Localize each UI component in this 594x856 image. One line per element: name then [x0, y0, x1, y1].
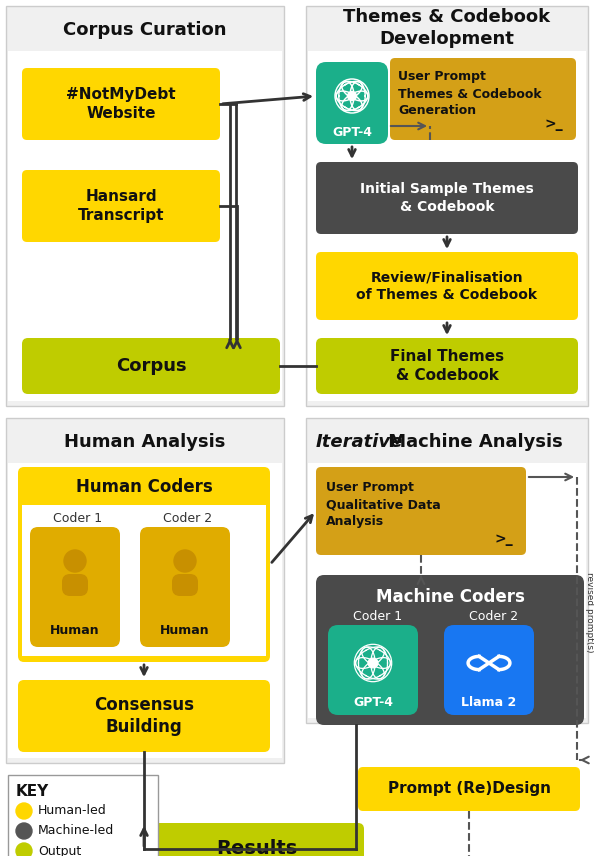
Circle shape — [347, 92, 356, 100]
Text: GPT-4: GPT-4 — [353, 697, 393, 710]
FancyBboxPatch shape — [22, 170, 220, 242]
Text: Coder 2: Coder 2 — [469, 610, 519, 623]
Bar — [6, 6, 284, 406]
Circle shape — [16, 843, 32, 856]
FancyBboxPatch shape — [316, 252, 578, 320]
Text: Human-led: Human-led — [38, 805, 107, 817]
Text: Review/Finalisation
of Themes & Codebook: Review/Finalisation of Themes & Codebook — [356, 270, 538, 301]
Text: Machine-led: Machine-led — [38, 824, 114, 837]
FancyBboxPatch shape — [316, 338, 578, 394]
FancyBboxPatch shape — [328, 625, 418, 715]
Text: Coder 1: Coder 1 — [53, 513, 103, 526]
Text: User Prompt: User Prompt — [398, 69, 486, 82]
Text: KEY: KEY — [16, 783, 49, 799]
Bar — [306, 418, 588, 723]
Text: GPT-4: GPT-4 — [332, 126, 372, 139]
Text: Human: Human — [160, 623, 210, 637]
Text: Themes & Codebook
Development: Themes & Codebook Development — [343, 8, 551, 48]
FancyBboxPatch shape — [140, 527, 230, 647]
FancyBboxPatch shape — [22, 338, 280, 394]
Text: User Prompt: User Prompt — [326, 480, 414, 494]
Text: Human: Human — [50, 623, 100, 637]
FancyBboxPatch shape — [390, 58, 576, 140]
FancyBboxPatch shape — [444, 625, 534, 715]
Text: Machine Analysis: Machine Analysis — [382, 433, 563, 451]
Bar — [308, 463, 586, 718]
Text: Iterative: Iterative — [316, 433, 403, 451]
Text: #NotMyDebt
Website: #NotMyDebt Website — [66, 87, 176, 121]
Text: Machine Coders: Machine Coders — [375, 588, 525, 606]
Text: Hansard
Transcript: Hansard Transcript — [78, 189, 165, 223]
Text: >_: >_ — [495, 532, 513, 546]
FancyBboxPatch shape — [22, 68, 220, 140]
Bar — [8, 463, 282, 758]
Bar — [308, 51, 586, 401]
FancyBboxPatch shape — [18, 467, 270, 662]
Text: Llama 2: Llama 2 — [462, 697, 517, 710]
Circle shape — [16, 803, 32, 819]
Text: Consensus
Building: Consensus Building — [94, 696, 194, 736]
Text: Corpus Curation: Corpus Curation — [63, 21, 227, 39]
Text: Output: Output — [38, 845, 81, 856]
Text: Generation: Generation — [398, 104, 476, 116]
Bar — [306, 6, 588, 406]
Circle shape — [16, 823, 32, 839]
FancyBboxPatch shape — [18, 680, 270, 752]
Bar — [8, 51, 282, 401]
FancyBboxPatch shape — [316, 575, 584, 725]
Text: Iterate analysis with
revised prompt(s): Iterate analysis with revised prompt(s) — [585, 573, 594, 664]
FancyBboxPatch shape — [62, 574, 88, 596]
Text: Themes & Codebook: Themes & Codebook — [398, 87, 542, 100]
FancyBboxPatch shape — [316, 467, 526, 555]
Text: Prompt (Re)Design: Prompt (Re)Design — [387, 782, 551, 796]
FancyBboxPatch shape — [358, 767, 580, 811]
Text: Coder 1: Coder 1 — [353, 610, 403, 623]
Text: Results: Results — [216, 840, 298, 856]
Bar — [22, 505, 266, 656]
Text: Final Themes
& Codebook: Final Themes & Codebook — [390, 349, 504, 383]
Circle shape — [174, 550, 196, 572]
FancyBboxPatch shape — [316, 62, 388, 144]
Text: Coder 2: Coder 2 — [163, 513, 213, 526]
FancyBboxPatch shape — [172, 574, 198, 596]
Circle shape — [64, 550, 86, 572]
Text: >_: >_ — [545, 117, 563, 131]
Text: Analysis: Analysis — [326, 515, 384, 528]
Text: Qualitative Data: Qualitative Data — [326, 498, 441, 512]
Text: Human Coders: Human Coders — [75, 478, 213, 496]
Circle shape — [368, 658, 378, 668]
Text: Corpus: Corpus — [116, 357, 187, 375]
Bar — [8, 775, 158, 856]
FancyBboxPatch shape — [30, 527, 120, 647]
Text: Initial Sample Themes
& Codebook: Initial Sample Themes & Codebook — [360, 182, 534, 214]
Text: Human Analysis: Human Analysis — [64, 433, 226, 451]
Bar — [6, 418, 284, 763]
FancyBboxPatch shape — [316, 162, 578, 234]
FancyBboxPatch shape — [150, 823, 364, 856]
